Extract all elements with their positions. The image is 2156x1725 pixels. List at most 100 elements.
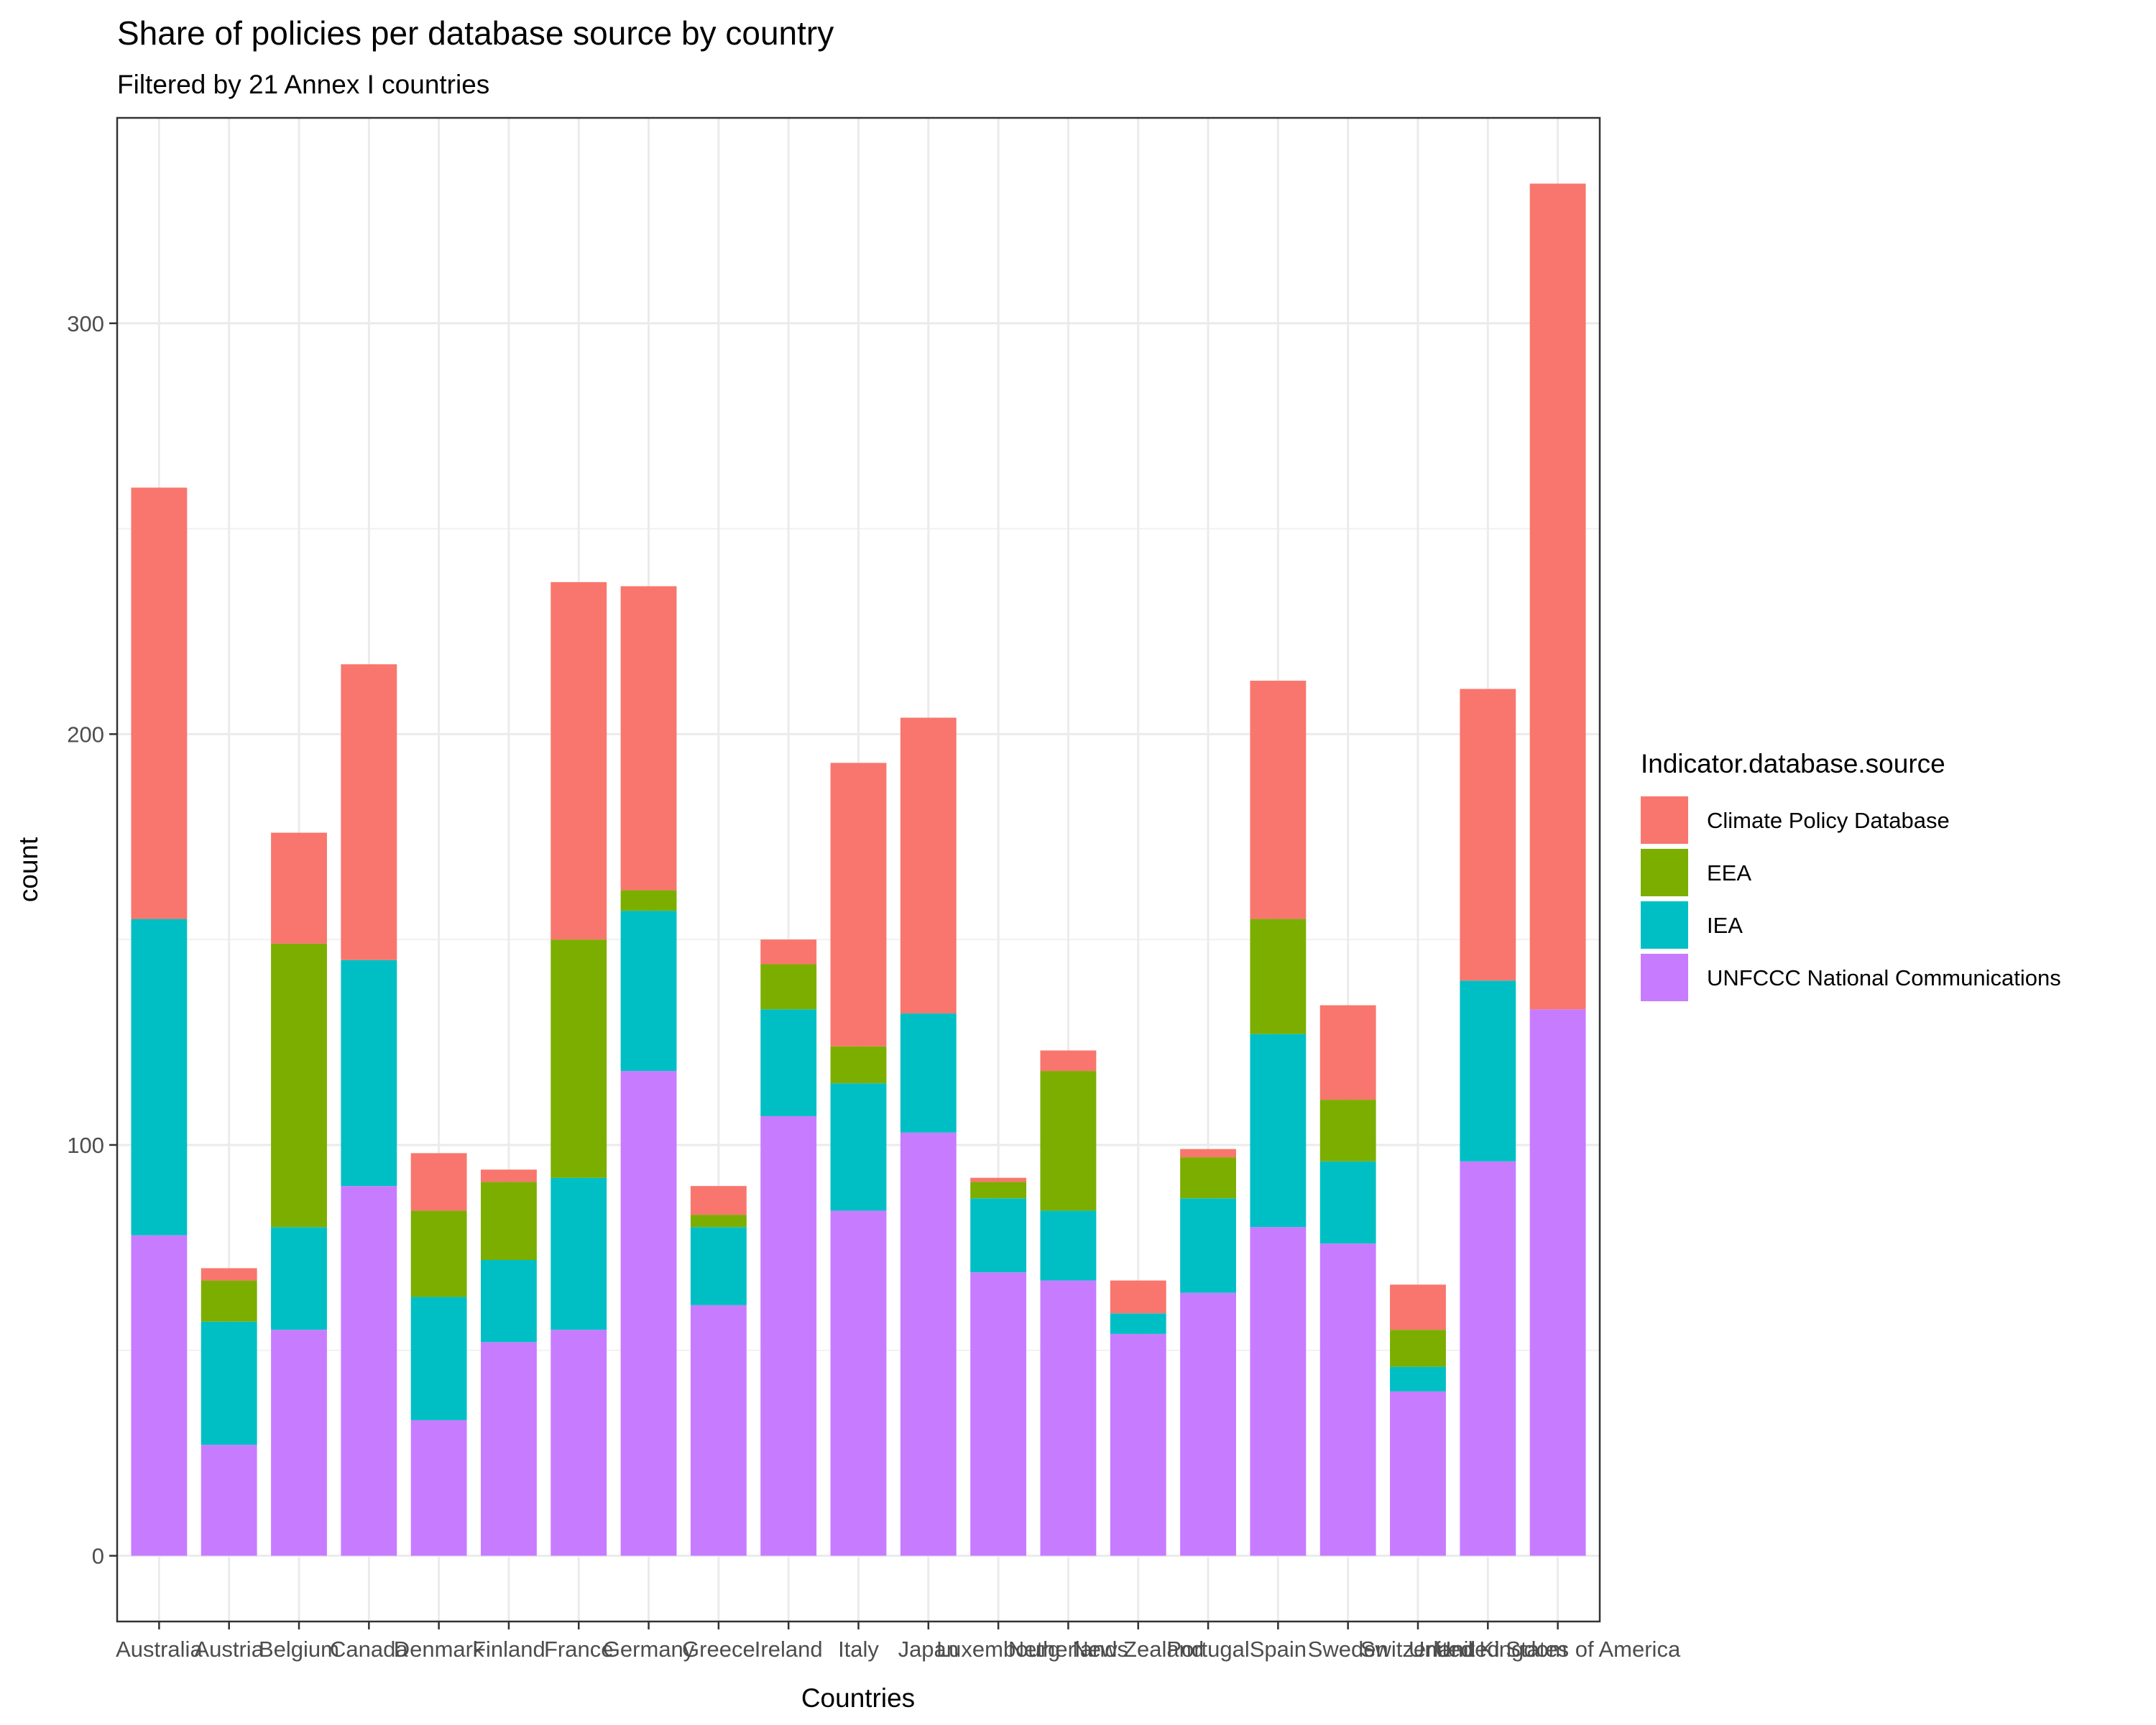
bar-segment [1250, 919, 1307, 1034]
axes: 0 100 200 300 AustraliaAustriaBelgiumCanadaD… [67, 311, 1681, 1662]
bar-segment [690, 1227, 747, 1305]
legend-swatch [1641, 849, 1688, 896]
bar-segment [760, 1009, 817, 1116]
bar-segment [1390, 1366, 1446, 1392]
x-tick-label: United Kingdom [1409, 1637, 1567, 1662]
legend: Indicator.database.source Climate Policy… [1641, 749, 2061, 1001]
bar-segment [341, 1186, 397, 1556]
bar-segment [481, 1342, 537, 1556]
x-tick-label: Portugal [1166, 1637, 1249, 1662]
bar-segment [1319, 1005, 1376, 1100]
x-tick-label: France [544, 1637, 613, 1662]
bars [131, 183, 1586, 1556]
bar-segment [830, 763, 887, 1046]
bar-segment [201, 1268, 257, 1281]
bar-segment [550, 1330, 607, 1556]
bar-segment [1460, 980, 1516, 1162]
x-tick-label: Luxembourg [936, 1637, 1060, 1662]
bar-segment [830, 1210, 887, 1556]
bar-segment [201, 1321, 257, 1445]
legend-title: Indicator.database.source [1641, 749, 1945, 778]
bar-segment [131, 919, 188, 1236]
bar-segment [900, 1132, 957, 1556]
bar-segment [550, 1177, 607, 1330]
bar-segment [1110, 1333, 1166, 1556]
bar-segment [410, 1297, 467, 1420]
bar-segment [1319, 1100, 1376, 1162]
bar-segment [690, 1186, 747, 1215]
bar-segment [1319, 1161, 1376, 1244]
x-tick-label: Netherlands [1008, 1637, 1128, 1662]
bar-segment [1040, 1280, 1097, 1556]
x-tick-label: Japan [898, 1637, 959, 1662]
bar-segment [970, 1177, 1027, 1182]
x-tick-label: New Zealand [1072, 1637, 1204, 1662]
bar-segment [970, 1272, 1027, 1556]
x-axis-label: Countries [801, 1683, 915, 1713]
y-tick-label: 300 [67, 311, 104, 336]
bar-segment [830, 1046, 887, 1084]
bar-segment [900, 717, 957, 1014]
bar-segment [410, 1153, 467, 1211]
x-tick-label: Switzerland [1360, 1637, 1475, 1662]
bar-segment [690, 1305, 747, 1556]
legend-label: Climate Policy Database [1707, 808, 1950, 833]
bar-segment [271, 1227, 327, 1330]
bar-segment [131, 1235, 188, 1556]
bar-segment [201, 1280, 257, 1322]
x-tick-label: Ireland [755, 1637, 823, 1662]
bar-segment [1390, 1284, 1446, 1330]
bar-segment [1110, 1280, 1166, 1314]
x-tick-label: Denmark [394, 1637, 484, 1662]
x-tick-label: Germany [603, 1637, 695, 1662]
bar-segment [620, 890, 677, 911]
bar-segment [1180, 1157, 1236, 1199]
bar-segment [620, 1071, 677, 1556]
bar-segment [410, 1420, 467, 1556]
x-tick-label: Sweden [1308, 1637, 1388, 1662]
x-tick-label: Austria [194, 1637, 264, 1662]
bar-segment [1250, 1034, 1307, 1228]
bar-segment [201, 1445, 257, 1556]
bar-segment [481, 1260, 537, 1343]
bar-segment [760, 939, 817, 965]
x-tick-label: Belgium [259, 1637, 339, 1662]
bar-segment [481, 1169, 537, 1182]
bar-segment [620, 911, 677, 1072]
x-tick-label: Australia [116, 1637, 203, 1662]
legend-label: EEA [1707, 860, 1751, 886]
bar-segment [620, 586, 677, 891]
bar-segment [1250, 681, 1307, 919]
x-tick-label: Canada [330, 1637, 408, 1662]
x-tick-label: Spain [1250, 1637, 1307, 1662]
bar-segment [1040, 1071, 1097, 1211]
bar-segment [1460, 1161, 1516, 1556]
bar-segment [1180, 1198, 1236, 1293]
bar-segment [341, 664, 397, 960]
bar-segment [1180, 1149, 1236, 1158]
y-axis-label: count [14, 837, 43, 902]
x-tick-label: Finland [472, 1637, 545, 1662]
legend-swatch [1641, 901, 1688, 949]
bar-segment [271, 1330, 327, 1556]
bar-segment [1460, 689, 1516, 981]
chart-subtitle: Filtered by 21 Annex I countries [117, 70, 489, 99]
bar-segment [410, 1210, 467, 1297]
bar-segment [341, 960, 397, 1187]
bar-segment [271, 943, 327, 1228]
bar-segment [550, 939, 607, 1178]
bar-segment [690, 1215, 747, 1228]
y-tick-label: 200 [67, 722, 104, 747]
bar-segment [1529, 183, 1586, 1010]
bar-segment [1040, 1210, 1097, 1281]
bar-segment [1390, 1330, 1446, 1367]
bar-segment [131, 487, 188, 919]
chart-title: Share of policies per database source by… [117, 14, 834, 52]
y-tick-label: 0 [92, 1544, 104, 1569]
bar-segment [271, 832, 327, 944]
bar-segment [1250, 1227, 1307, 1556]
legend-label: IEA [1707, 913, 1743, 938]
bar-segment [1319, 1243, 1376, 1556]
bar-segment [900, 1013, 957, 1133]
